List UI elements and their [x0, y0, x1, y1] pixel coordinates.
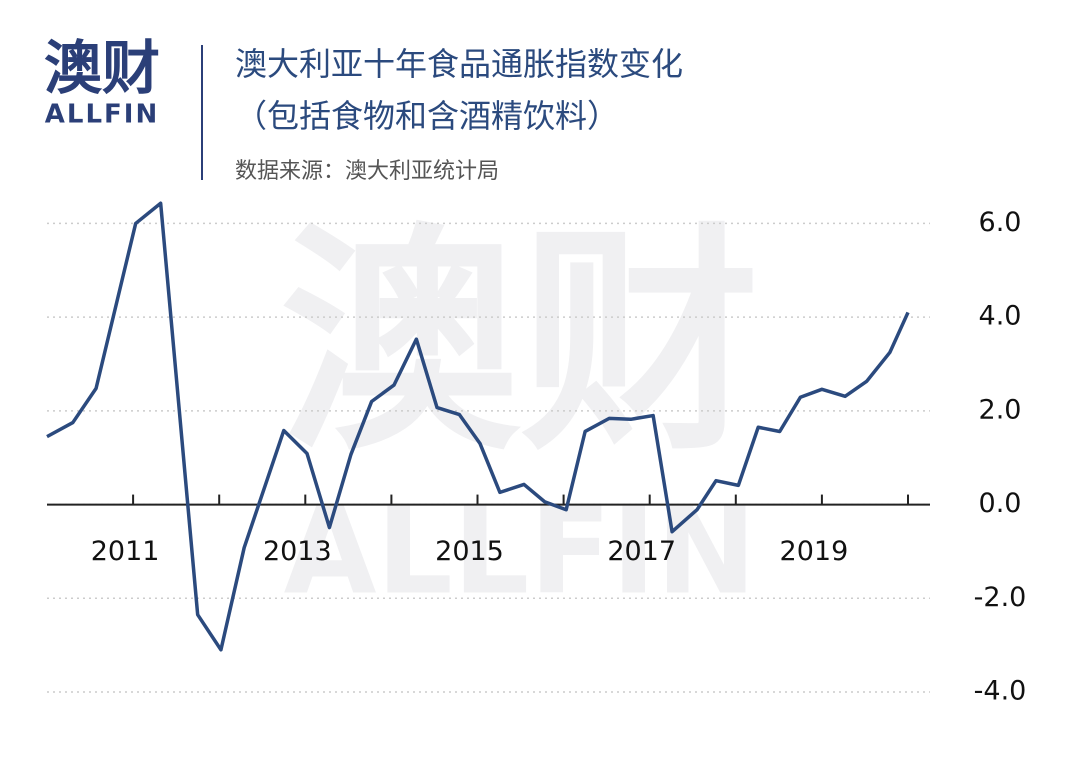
- logo-name: 澳财: [44, 34, 160, 102]
- x-tick-label: 2011: [91, 536, 160, 567]
- x-tick-label: 2017: [607, 536, 676, 567]
- x-tick-label: 2015: [435, 536, 504, 567]
- chart-subtitle: （包括食物和含酒精饮料）: [235, 97, 619, 135]
- y-tick-label: -2.0: [974, 582, 1027, 613]
- logo-brand: ALLFIN: [45, 100, 159, 130]
- y-tick-label: 4.0: [979, 301, 1022, 332]
- chart-title: 澳大利亚十年食品通胀指数变化: [235, 45, 683, 83]
- y-tick-label: 2.0: [979, 394, 1022, 425]
- x-tick-label: 2013: [263, 536, 332, 567]
- y-tick-label: 0.0: [979, 488, 1022, 519]
- x-tick-label: 2019: [780, 536, 849, 567]
- y-tick-label: -4.0: [974, 676, 1027, 707]
- data-line: [46, 201, 910, 652]
- source: 数据来源：澳大利亚统计局: [235, 159, 499, 184]
- watermark-logo: 澳财: [280, 203, 760, 483]
- y-tick-label: 6.0: [979, 207, 1022, 238]
- watermark-brand: ALLFIN: [284, 483, 757, 622]
